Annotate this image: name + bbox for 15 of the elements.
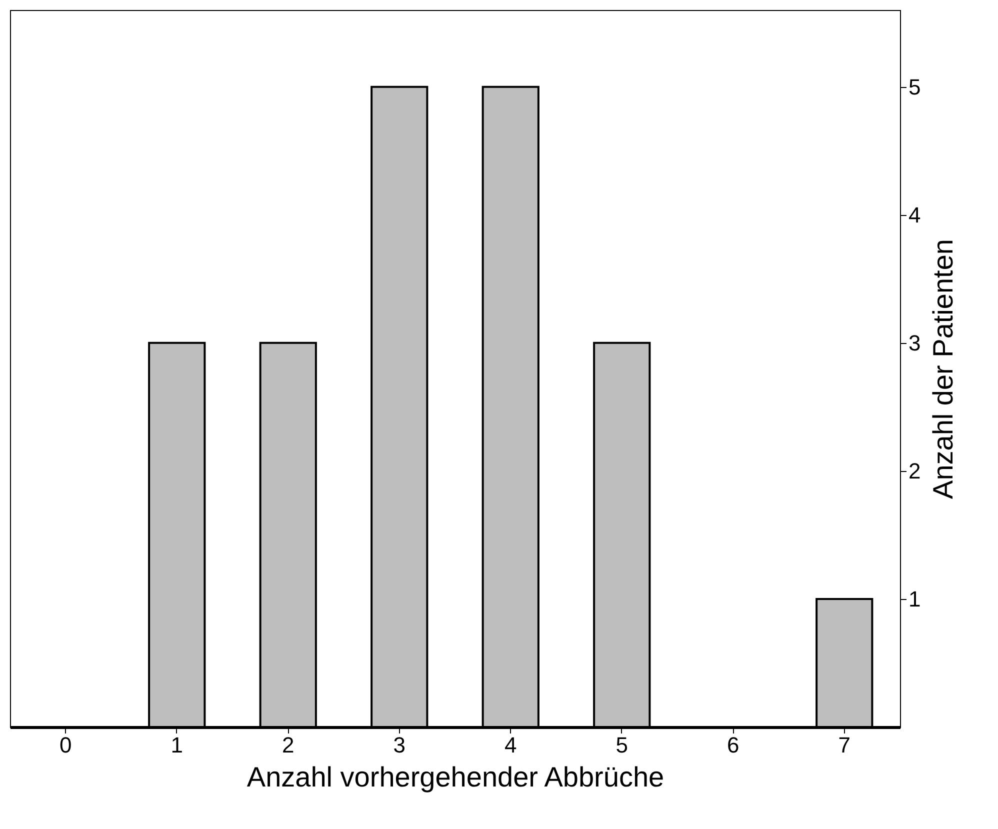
x-tick-label: 6 (727, 732, 740, 758)
x-tick-label: 4 (504, 732, 517, 758)
x-tick-label: 0 (60, 732, 72, 758)
x-axis-title: Anzahl vorhergehender Abbrüche (246, 762, 664, 792)
y-tick-label: 3 (908, 330, 921, 356)
y-tick-label: 2 (908, 458, 921, 484)
x-tick-label: 1 (170, 732, 183, 758)
y-tick-label: 1 (908, 586, 921, 612)
x-tick-label: 7 (838, 732, 850, 758)
x-tick-label: 3 (393, 732, 406, 758)
y-axis-title: Anzahl der Patienten (928, 239, 959, 499)
x-tick-label: 2 (282, 732, 294, 758)
y-tick-label: 4 (908, 202, 921, 228)
y-tick-label: 5 (908, 74, 921, 100)
x-tick-label: 5 (616, 732, 628, 758)
